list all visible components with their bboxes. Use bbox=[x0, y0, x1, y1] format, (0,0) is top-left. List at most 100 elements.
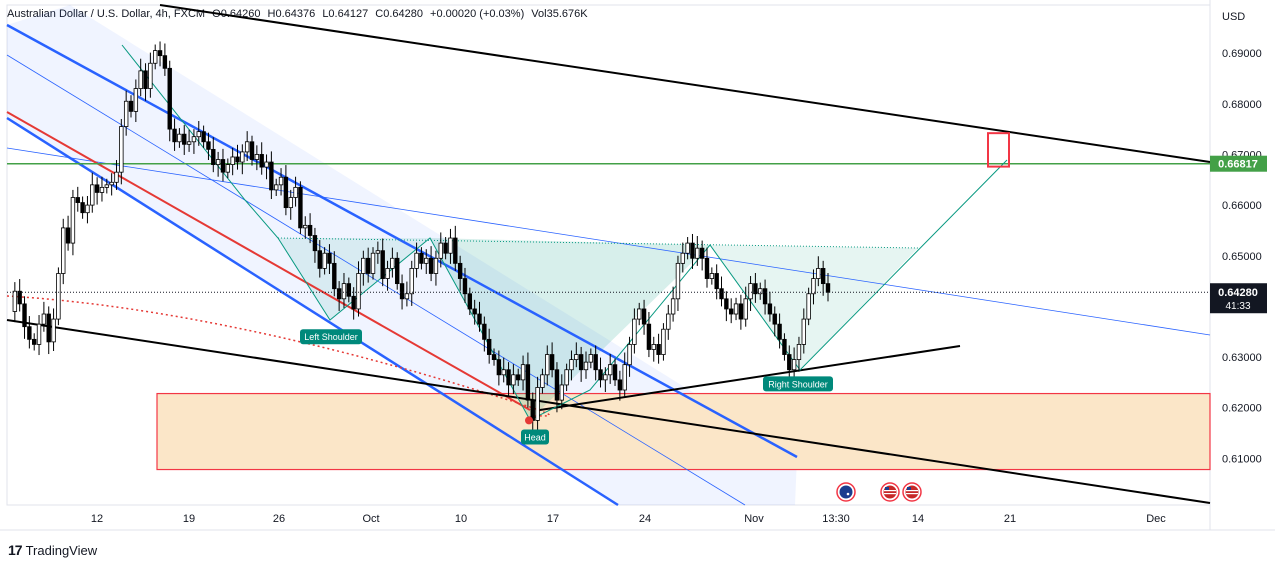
candle-body bbox=[559, 384, 564, 401]
candle-body bbox=[361, 257, 366, 274]
candle-body bbox=[259, 154, 264, 168]
candle-body bbox=[409, 268, 414, 295]
candle-body bbox=[695, 247, 700, 259]
candle-body bbox=[177, 133, 182, 143]
candle-body bbox=[540, 374, 545, 388]
candle-body bbox=[661, 328, 666, 355]
candle-body bbox=[220, 159, 226, 173]
candle-body bbox=[433, 257, 439, 274]
currency-label: USD bbox=[1222, 11, 1245, 23]
flag-stripe bbox=[906, 490, 918, 492]
candle-body bbox=[211, 148, 216, 165]
candle-body bbox=[607, 364, 613, 376]
candle-body bbox=[385, 268, 390, 279]
flag-stripe bbox=[884, 490, 896, 492]
candle-body bbox=[690, 242, 695, 259]
candle-body bbox=[399, 283, 405, 300]
candle-body bbox=[303, 224, 308, 229]
candle-body bbox=[782, 338, 787, 355]
head-marker bbox=[525, 416, 533, 425]
red-trend-line bbox=[6, 111, 531, 411]
level-badge-text: 0.66817 bbox=[1218, 159, 1258, 171]
flag-canton bbox=[907, 487, 911, 490]
candle-body bbox=[501, 369, 506, 376]
candle-body bbox=[269, 161, 274, 191]
candle-body bbox=[656, 344, 661, 355]
time-tick-label: 10 bbox=[455, 513, 467, 525]
candle-body bbox=[453, 237, 458, 264]
price-tick-label: 0.61000 bbox=[1222, 453, 1262, 465]
channel-lower-line bbox=[6, 116, 619, 507]
time-tick-label: 21 bbox=[1004, 513, 1016, 525]
candle-body bbox=[288, 197, 293, 209]
candle-body bbox=[390, 257, 395, 269]
candle-body bbox=[249, 141, 255, 160]
candle-body bbox=[787, 354, 792, 371]
brand-name: TradingView bbox=[25, 542, 98, 558]
candle-body bbox=[820, 268, 826, 285]
candle-body bbox=[70, 197, 76, 244]
australia-flag-icon bbox=[836, 482, 856, 502]
price-tick-label: 0.65000 bbox=[1222, 251, 1262, 263]
candle-body bbox=[133, 88, 139, 112]
candle-body bbox=[94, 184, 100, 193]
candle-body bbox=[51, 318, 56, 343]
candle-body bbox=[274, 184, 279, 191]
candle-body bbox=[762, 288, 768, 305]
candle-body bbox=[816, 268, 821, 279]
candle-body bbox=[22, 303, 27, 328]
time-tick-label: Nov bbox=[744, 513, 764, 525]
time-tick-label: 17 bbox=[547, 513, 559, 525]
flag-fill bbox=[839, 485, 853, 499]
candle-body bbox=[627, 344, 632, 366]
price-tick-label: 0.63000 bbox=[1222, 352, 1262, 364]
head-fill bbox=[430, 238, 710, 420]
candle-body bbox=[443, 242, 448, 254]
candle-body bbox=[119, 126, 124, 173]
candle-body bbox=[743, 298, 748, 320]
price-tick-label: 0.69000 bbox=[1222, 48, 1262, 60]
time-tick-label: 26 bbox=[273, 513, 285, 525]
pattern-label-right-shoulder: Right Shoulder bbox=[763, 376, 833, 392]
price-tick-label: 0.66000 bbox=[1222, 200, 1262, 212]
candle-body bbox=[612, 364, 618, 381]
candle-body bbox=[148, 62, 153, 89]
candle-body bbox=[186, 141, 192, 145]
candle-body bbox=[554, 369, 560, 401]
candle-body bbox=[535, 387, 540, 421]
candle-body bbox=[811, 278, 816, 295]
ohlc-low: L0.64127 bbox=[322, 8, 369, 20]
flag-star bbox=[846, 492, 850, 496]
candle-body bbox=[153, 50, 158, 64]
candle-body bbox=[336, 288, 342, 300]
candle-body bbox=[637, 308, 642, 320]
candle-body bbox=[298, 186, 303, 229]
candle-body bbox=[182, 133, 187, 145]
ohlc-close: C0.64280 bbox=[375, 8, 423, 20]
symbol-name[interactable]: Australian Dollar / U.S. Dollar, 4h, FXC… bbox=[7, 8, 206, 20]
candle-body bbox=[128, 100, 134, 112]
tradingview-brand: 17 TradingView bbox=[8, 542, 97, 558]
candle-body bbox=[254, 154, 260, 160]
candle-body bbox=[728, 308, 734, 315]
channel-mid-line bbox=[6, 54, 746, 506]
pattern-label-head: Head bbox=[521, 429, 549, 445]
label-text: Head bbox=[524, 433, 546, 443]
candle-body bbox=[375, 250, 381, 254]
candle-body bbox=[801, 318, 806, 345]
candle-body bbox=[719, 288, 724, 300]
candle-body bbox=[346, 283, 352, 297]
rising-support-line bbox=[539, 345, 961, 411]
candle-body bbox=[75, 197, 80, 203]
candle-body bbox=[670, 298, 676, 315]
candle-body bbox=[32, 338, 37, 345]
candle-body bbox=[80, 202, 85, 214]
candle-body bbox=[593, 354, 598, 371]
candle-body bbox=[36, 323, 42, 345]
candle-body bbox=[680, 252, 685, 264]
candle-body bbox=[549, 354, 555, 371]
candle-body bbox=[569, 359, 574, 371]
candle-body bbox=[414, 252, 419, 269]
candle-body bbox=[230, 156, 235, 165]
